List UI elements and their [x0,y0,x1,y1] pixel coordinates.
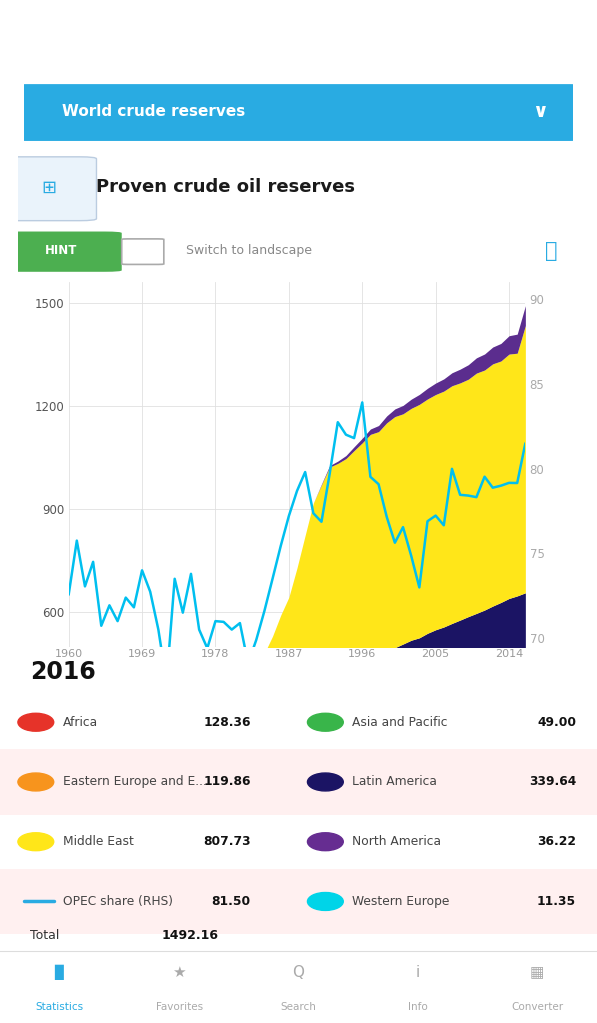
Text: OIL DATA: UPSTREAM: OIL DATA: UPSTREAM [198,26,399,43]
Text: Info: Info [408,1002,428,1012]
Text: World crude reserves: World crude reserves [62,103,245,119]
Text: Middle East: Middle East [63,835,134,848]
Text: 11.35: 11.35 [537,895,576,908]
Text: 807.73: 807.73 [203,835,251,848]
Text: Proven crude oil reserves: Proven crude oil reserves [97,178,355,196]
Circle shape [307,833,343,851]
Text: ⤢: ⤢ [545,240,557,261]
Text: 2016: 2016 [30,660,96,683]
Text: Q: Q [293,965,304,980]
Text: Asia and Pacific: Asia and Pacific [352,716,448,728]
Text: Favorites: Favorites [156,1002,202,1012]
Text: ▊: ▊ [54,965,66,980]
FancyBboxPatch shape [10,83,587,142]
Text: 128.36: 128.36 [203,716,251,728]
Text: ▦: ▦ [530,965,544,980]
FancyBboxPatch shape [0,749,597,815]
FancyBboxPatch shape [1,157,97,221]
Circle shape [18,713,54,731]
Text: Statistics: Statistics [36,1002,84,1012]
Text: OPEC share (RHS): OPEC share (RHS) [63,895,173,908]
Text: Switch to landscape: Switch to landscape [186,244,312,257]
FancyBboxPatch shape [122,239,164,264]
Text: Total: Total [30,929,59,942]
Text: 81.50: 81.50 [211,895,251,908]
FancyBboxPatch shape [0,869,597,934]
FancyBboxPatch shape [1,231,122,272]
Text: Eastern Europe and E...: Eastern Europe and E... [63,775,207,789]
Circle shape [307,713,343,731]
Text: 36.22: 36.22 [537,835,576,848]
Text: 1492.16: 1492.16 [161,929,218,942]
Circle shape [307,773,343,791]
Text: ∨: ∨ [533,102,548,121]
Text: <: < [12,18,36,47]
Text: HINT: HINT [45,244,77,257]
Text: 119.86: 119.86 [203,775,251,789]
Text: 49.00: 49.00 [537,716,576,728]
Text: ★: ★ [173,965,186,980]
Text: 339.64: 339.64 [529,775,576,789]
Text: North America: North America [352,835,441,848]
Circle shape [18,833,54,851]
Text: Africa: Africa [63,716,98,728]
Text: Latin America: Latin America [352,775,437,789]
Text: Converter: Converter [511,1002,564,1012]
Text: Search: Search [281,1002,316,1012]
Text: ⊞: ⊞ [41,178,56,196]
Circle shape [18,773,54,791]
Text: Western Europe: Western Europe [352,895,450,908]
Circle shape [307,892,343,910]
Text: i: i [416,965,420,980]
